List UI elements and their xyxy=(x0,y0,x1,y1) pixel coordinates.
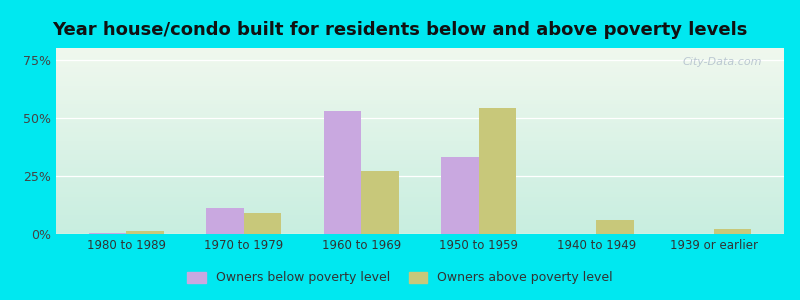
Bar xyxy=(244,213,282,234)
Bar xyxy=(89,233,126,234)
Text: City-Data.com: City-Data.com xyxy=(682,57,762,67)
Text: Year house/condo built for residents below and above poverty levels: Year house/condo built for residents bel… xyxy=(52,21,748,39)
Bar xyxy=(126,230,164,234)
Bar xyxy=(714,229,751,234)
Bar xyxy=(362,171,399,234)
Bar xyxy=(478,108,516,234)
Bar xyxy=(596,220,634,234)
Bar xyxy=(206,208,244,234)
Legend: Owners below poverty level, Owners above poverty level: Owners below poverty level, Owners above… xyxy=(181,265,619,291)
Bar xyxy=(324,111,362,234)
Bar xyxy=(441,157,478,234)
